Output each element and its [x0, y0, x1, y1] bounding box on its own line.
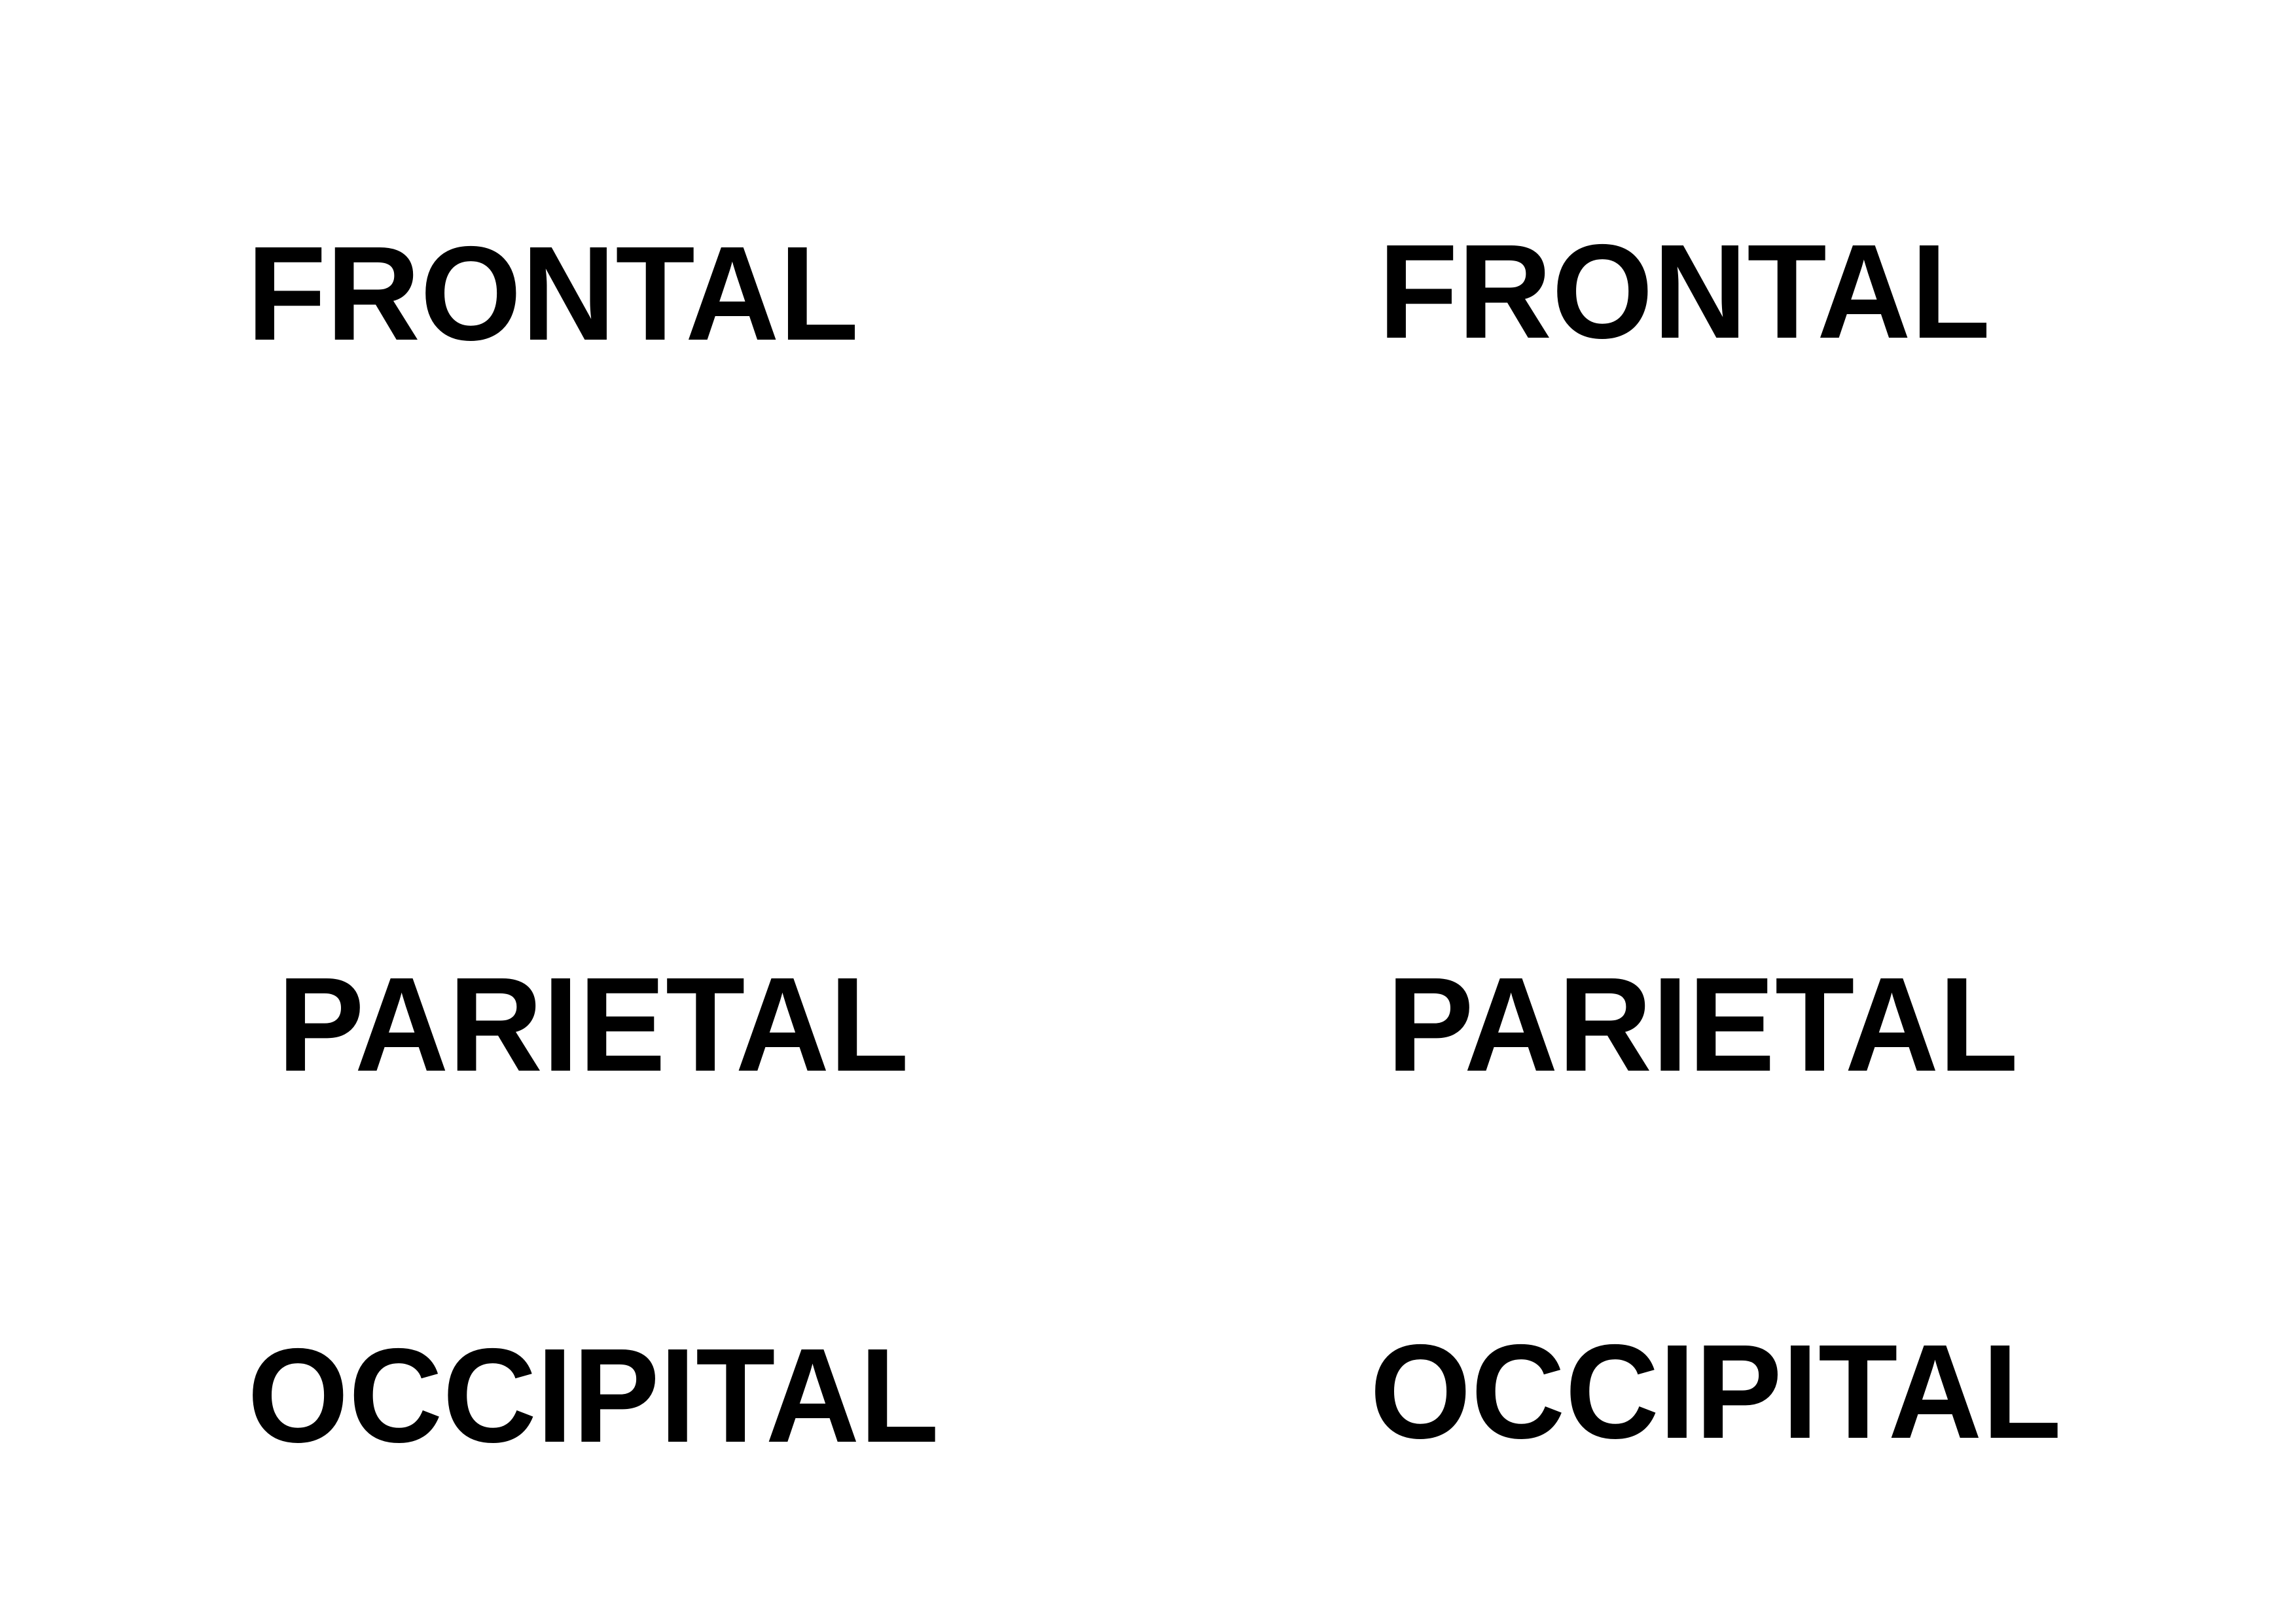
- frontal-label-left: FRONTAL: [247, 219, 859, 368]
- parietal-label-left: PARIETAL: [278, 950, 909, 1099]
- occipital-label-left: OCCIPITAL: [247, 1321, 939, 1471]
- parietal-label-right: PARIETAL: [1387, 950, 2018, 1099]
- frontal-label-right: FRONTAL: [1378, 217, 1991, 366]
- occipital-label-right: OCCIPITAL: [1370, 1317, 2062, 1467]
